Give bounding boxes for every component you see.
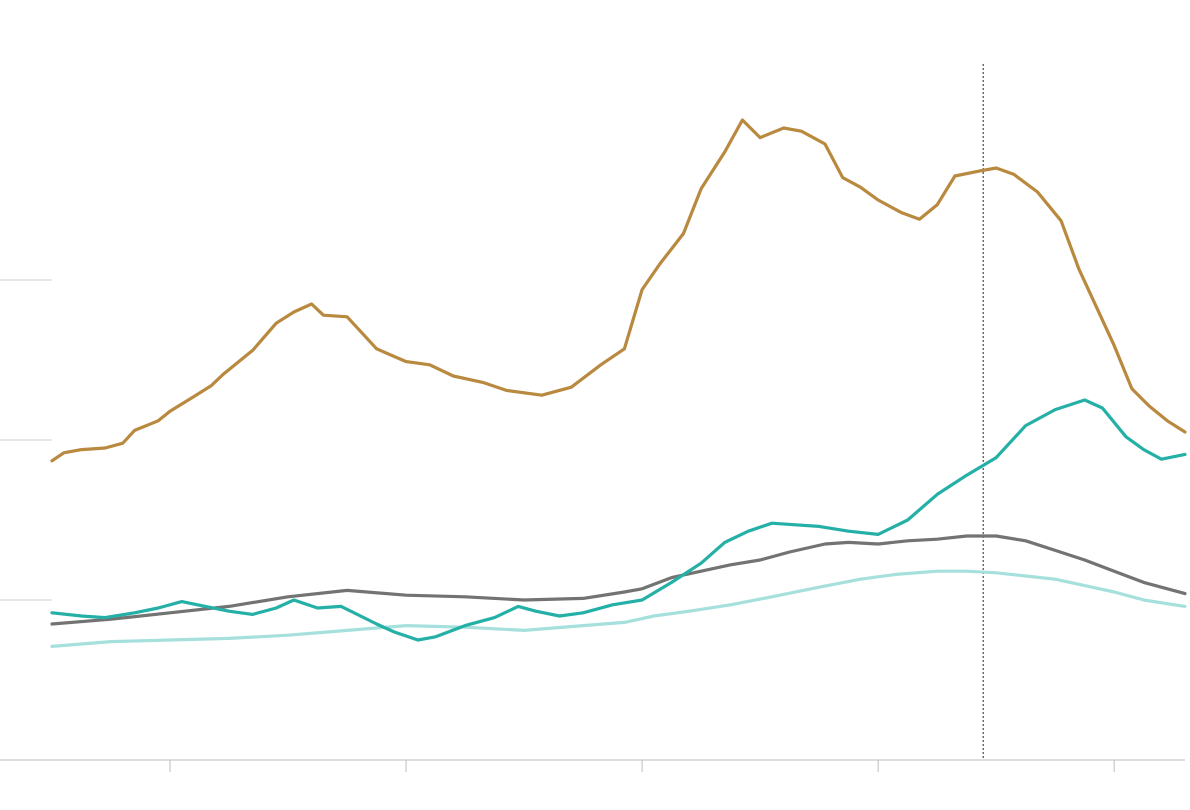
series-line-0 <box>50 118 1187 463</box>
series-lines <box>50 118 1187 648</box>
y-gridlines <box>0 279 52 601</box>
series-line-2 <box>50 398 1187 642</box>
x-axis <box>0 759 1185 772</box>
series-line-1 <box>50 534 1187 626</box>
series-line-3 <box>50 569 1187 648</box>
